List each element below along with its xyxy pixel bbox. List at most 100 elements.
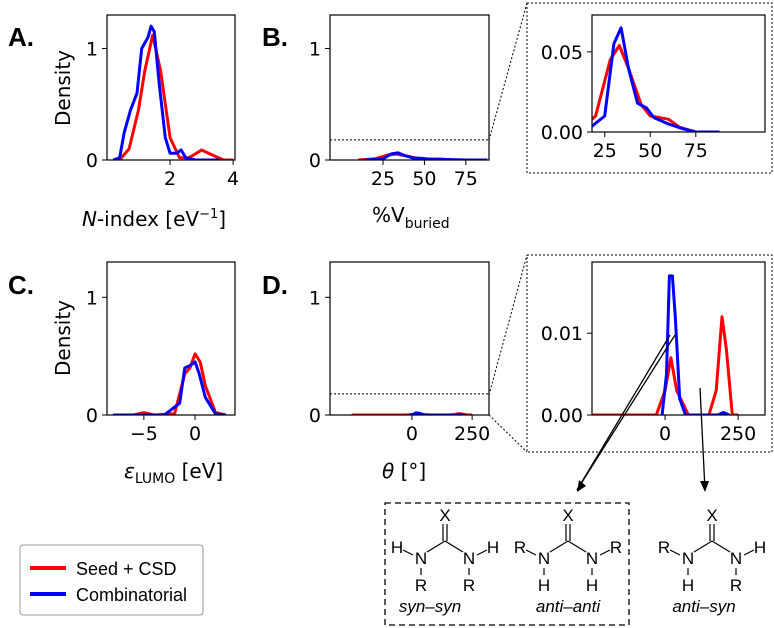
y-tick-label: 0.00	[541, 405, 583, 427]
anti-anti-label: anti–anti	[536, 597, 601, 616]
inset-b-frame	[526, 2, 773, 174]
axes-frame	[591, 261, 766, 416]
svg-text:H: H	[538, 576, 550, 595]
svg-text:H: H	[586, 576, 598, 595]
panel-label-d: D.	[262, 270, 288, 300]
y-tick-label: 1	[309, 287, 321, 309]
panel-c-ylabel: Density	[51, 300, 75, 376]
panel-label-b: B.	[262, 22, 288, 52]
panel-c-xlabel: εLUMO [eV]	[124, 459, 223, 487]
x-tick-label: 25	[593, 140, 617, 162]
svg-text:N: N	[682, 549, 694, 568]
svg-text:N: N	[538, 549, 550, 568]
x-tick-label: 75	[454, 168, 478, 190]
zoom-connector	[488, 254, 528, 396]
syn-anti-group-box	[384, 502, 630, 626]
axes-frame	[106, 261, 236, 416]
x-tick-label: 2	[164, 168, 176, 190]
x-tick-label: 250	[720, 423, 756, 445]
plot-c: −5 0 0 1	[86, 261, 236, 445]
plot-a: 2 4 0 1	[86, 14, 239, 190]
y-tick-label: 1	[309, 38, 321, 60]
svg-text:N: N	[463, 549, 475, 568]
y-tick-label: 0	[309, 405, 321, 427]
zoom-connector	[488, 2, 528, 141]
y-tick-label: 1	[86, 38, 98, 60]
axes-frame	[329, 261, 490, 416]
legend-label-comb: Combinatorial	[76, 585, 187, 605]
anti-syn-label: anti–syn	[672, 597, 735, 616]
y-tick-label: 1	[86, 287, 98, 309]
arrow-line	[699, 387, 706, 491]
svg-text:R: R	[463, 576, 475, 595]
legend-frame	[19, 544, 204, 616]
plot-b-inset: 25 50 75 0.00 0.05	[541, 14, 766, 162]
legend: Seed + CSD Combinatorial	[19, 544, 204, 616]
arrow-head-icon	[577, 480, 586, 492]
arrow-head-icon	[700, 481, 709, 492]
svg-text:X: X	[706, 506, 717, 525]
arrow-line	[576, 334, 676, 491]
zoom-connector	[488, 414, 528, 453]
x-tick-label: 0	[406, 423, 418, 445]
series-line-seed-csd	[113, 352, 227, 415]
panel-a-ylabel: Density	[51, 50, 75, 126]
legend-label-seed: Seed + CSD	[76, 559, 177, 579]
svg-text:N: N	[415, 549, 427, 568]
y-tick-label: 0.00	[541, 122, 583, 144]
axes-frame	[106, 14, 236, 161]
x-tick-label: 50	[638, 140, 662, 162]
y-tick-label: 0	[86, 150, 98, 172]
svg-text:R: R	[610, 538, 622, 557]
svg-text:R: R	[415, 576, 427, 595]
anti-syn-structure: XN NR HH R	[658, 506, 766, 595]
syn-syn-label: syn–syn	[399, 597, 461, 616]
x-tick-label: 250	[454, 423, 490, 445]
x-tick-label: 0	[659, 423, 671, 445]
svg-text:R: R	[658, 538, 670, 557]
x-tick-label: −5	[130, 423, 158, 445]
axes-frame	[591, 14, 766, 133]
annotation-arrows	[576, 334, 706, 491]
syn-syn-structure: XN NH HR R	[391, 506, 499, 595]
plot-b: 25 50 75 0 1	[309, 14, 490, 190]
series-line-combinatorial	[409, 411, 465, 415]
series-line-combinatorial	[112, 24, 221, 160]
plot-d: 0 250 0 1	[309, 261, 490, 445]
series-line-combinatorial	[660, 274, 730, 415]
series-line-combinatorial	[592, 26, 720, 132]
y-tick-label: 0.01	[541, 323, 583, 345]
svg-text:N: N	[730, 549, 742, 568]
plot-d-inset: 0 250 0.00 0.01	[541, 261, 766, 445]
arrow-line	[576, 334, 671, 491]
panel-b-xlabel: %Vburied	[372, 203, 450, 232]
axes-frame	[329, 14, 490, 161]
zoom-region	[329, 393, 490, 416]
inset-d-frame	[526, 254, 773, 453]
panel-label-a: A.	[8, 22, 34, 52]
x-tick-label: 75	[684, 140, 708, 162]
svg-text:X: X	[562, 506, 573, 525]
svg-text:R: R	[514, 538, 526, 557]
x-tick-label: 25	[371, 168, 395, 190]
svg-text:H: H	[754, 538, 766, 557]
x-tick-label: 4	[227, 168, 239, 190]
svg-text:N: N	[586, 549, 598, 568]
svg-text:H: H	[682, 576, 694, 595]
y-tick-label: 0	[86, 405, 98, 427]
x-tick-label: 50	[412, 168, 436, 190]
svg-text:X: X	[439, 506, 450, 525]
series-line-seed-csd	[118, 33, 234, 160]
panel-label-c: C.	[8, 270, 34, 300]
svg-text:H: H	[391, 538, 403, 557]
x-tick-label: 0	[189, 423, 201, 445]
svg-text:H: H	[487, 538, 499, 557]
svg-text:R: R	[730, 576, 742, 595]
y-tick-label: 0	[309, 150, 321, 172]
anti-anti-structure: XN NR RH H	[514, 506, 622, 595]
panel-a-xlabel: N-index [eV−1]	[82, 207, 226, 231]
y-tick-label: 0.05	[541, 42, 583, 64]
series-line-combinatorial	[113, 360, 226, 415]
panel-d-xlabel: θ [°]	[382, 459, 426, 483]
